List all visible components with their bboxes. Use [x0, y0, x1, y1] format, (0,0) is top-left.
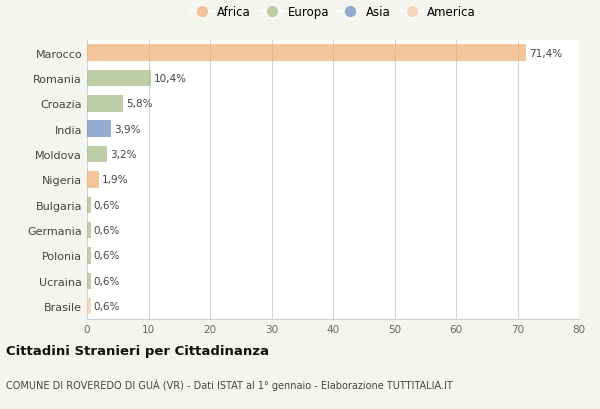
Bar [87, 298, 91, 315]
Text: 71,4%: 71,4% [529, 49, 562, 58]
Bar [87, 273, 91, 289]
Bar [87, 222, 91, 239]
Text: 0,6%: 0,6% [94, 301, 120, 311]
Text: 0,6%: 0,6% [94, 251, 120, 261]
Bar [87, 71, 151, 87]
Text: Cittadini Stranieri per Cittadinanza: Cittadini Stranieri per Cittadinanza [6, 344, 269, 357]
Bar [87, 45, 526, 62]
Text: 1,9%: 1,9% [102, 175, 128, 185]
Text: 0,6%: 0,6% [94, 200, 120, 210]
Text: 3,9%: 3,9% [114, 124, 140, 135]
Bar [87, 197, 91, 213]
Bar [87, 121, 111, 137]
Text: 10,4%: 10,4% [154, 74, 187, 84]
Text: 0,6%: 0,6% [94, 225, 120, 236]
Text: 5,8%: 5,8% [126, 99, 152, 109]
Bar [87, 96, 122, 112]
Bar [87, 146, 107, 163]
Bar [87, 247, 91, 264]
Text: 0,6%: 0,6% [94, 276, 120, 286]
Bar [87, 172, 98, 188]
Text: COMUNE DI ROVEREDO DI GUÀ (VR) - Dati ISTAT al 1° gennaio - Elaborazione TUTTITA: COMUNE DI ROVEREDO DI GUÀ (VR) - Dati IS… [6, 379, 453, 391]
Legend: Africa, Europa, Asia, America: Africa, Europa, Asia, America [185, 2, 481, 24]
Text: 3,2%: 3,2% [110, 150, 136, 160]
